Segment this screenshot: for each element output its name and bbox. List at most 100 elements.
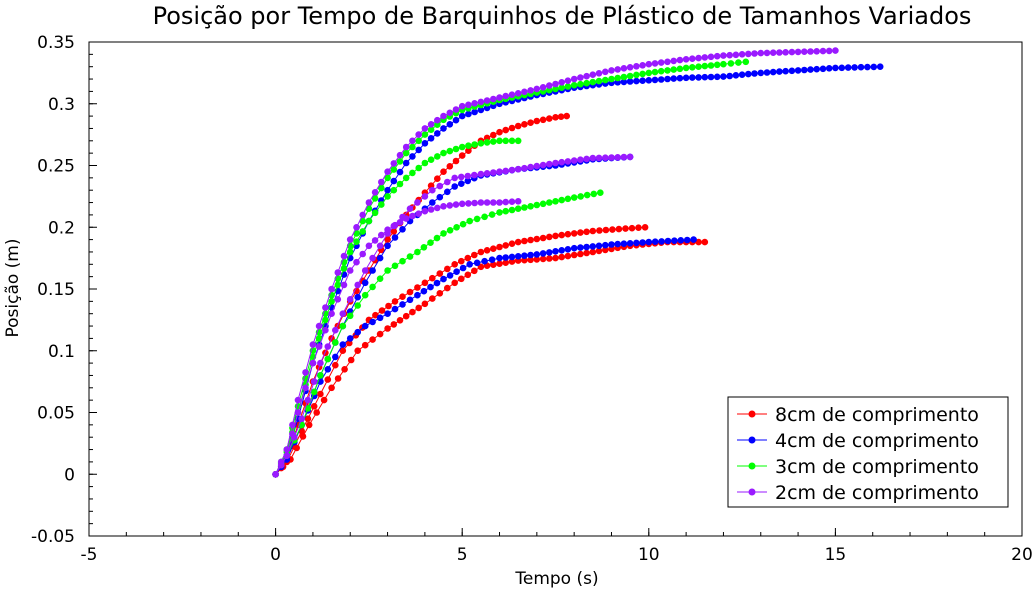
data-point	[361, 267, 369, 274]
data-point	[564, 252, 572, 260]
data-point	[384, 325, 391, 332]
data-point	[602, 68, 609, 76]
data-point	[570, 81, 578, 89]
data-point	[378, 201, 385, 208]
data-point	[452, 106, 460, 113]
data-point	[496, 254, 503, 262]
data-point	[433, 234, 441, 242]
data-point	[807, 48, 814, 55]
y-tick-label: 0.3	[48, 95, 75, 115]
data-point	[583, 249, 590, 257]
data-point	[570, 230, 578, 237]
data-point	[552, 80, 559, 88]
data-point	[340, 281, 348, 289]
data-point	[332, 339, 339, 346]
data-point	[844, 64, 852, 71]
data-point	[701, 62, 709, 70]
data-point	[458, 200, 466, 208]
data-point	[390, 222, 398, 230]
data-point	[751, 50, 758, 57]
data-point	[406, 288, 414, 296]
data-point	[313, 409, 321, 416]
data-point	[651, 76, 659, 84]
data-point	[427, 126, 435, 133]
data-point	[347, 356, 355, 364]
data-point	[421, 300, 429, 308]
data-point	[471, 141, 478, 148]
data-point	[427, 156, 435, 163]
data-point	[757, 69, 765, 77]
x-tick-label: 20	[1011, 545, 1033, 565]
data-point	[471, 108, 478, 116]
data-point	[589, 227, 597, 235]
data-point	[378, 231, 385, 239]
data-point	[396, 151, 404, 159]
data-point	[539, 250, 547, 257]
data-point	[720, 60, 727, 68]
data-point	[399, 257, 406, 265]
data-point	[645, 77, 653, 84]
data-point	[415, 164, 423, 172]
data-point	[557, 113, 565, 120]
data-point	[427, 206, 435, 213]
data-point	[851, 64, 858, 71]
y-tick-label: 0	[64, 465, 75, 485]
data-point	[396, 219, 404, 226]
data-point	[420, 244, 428, 251]
data-point	[452, 145, 460, 153]
data-point	[713, 52, 721, 60]
data-point	[695, 238, 702, 246]
data-point	[577, 74, 584, 81]
data-point	[369, 267, 376, 274]
data-point	[689, 55, 696, 62]
data-point	[361, 341, 369, 349]
data-point	[390, 228, 398, 235]
data-point	[477, 248, 485, 256]
data-point	[402, 159, 410, 167]
data-point	[533, 251, 541, 258]
data-point	[533, 201, 541, 209]
data-point	[458, 102, 466, 110]
data-point	[384, 226, 391, 233]
data-point	[527, 119, 534, 126]
data-point	[620, 153, 628, 161]
data-point	[546, 199, 553, 206]
data-point	[590, 190, 598, 198]
data-point	[838, 64, 846, 72]
data-point	[434, 175, 441, 182]
data-point	[302, 384, 309, 392]
data-point	[334, 269, 342, 276]
data-point	[819, 47, 827, 55]
data-point	[414, 199, 421, 206]
data-point	[595, 242, 603, 250]
data-point	[406, 253, 414, 260]
data-point	[346, 248, 354, 256]
data-point	[539, 255, 547, 263]
data-point	[502, 207, 510, 215]
data-point	[514, 165, 522, 173]
data-point	[477, 106, 485, 114]
data-point	[732, 72, 740, 79]
data-point	[742, 58, 750, 66]
data-point	[332, 353, 339, 361]
data-point	[384, 242, 391, 250]
data-point	[732, 51, 740, 59]
data-point	[466, 261, 474, 268]
data-point	[533, 256, 541, 263]
data-point	[496, 137, 503, 145]
data-point	[409, 212, 416, 220]
data-point	[657, 67, 665, 75]
data-point	[453, 224, 460, 231]
data-point	[527, 163, 534, 171]
data-point	[409, 153, 416, 160]
data-point	[564, 158, 572, 165]
data-point	[670, 66, 677, 73]
data-point	[564, 246, 572, 253]
data-point	[552, 114, 559, 121]
data-point	[857, 63, 865, 71]
data-point	[354, 293, 362, 301]
data-point	[339, 347, 347, 355]
data-point	[589, 78, 597, 86]
data-point	[633, 239, 640, 247]
data-point	[645, 69, 653, 77]
